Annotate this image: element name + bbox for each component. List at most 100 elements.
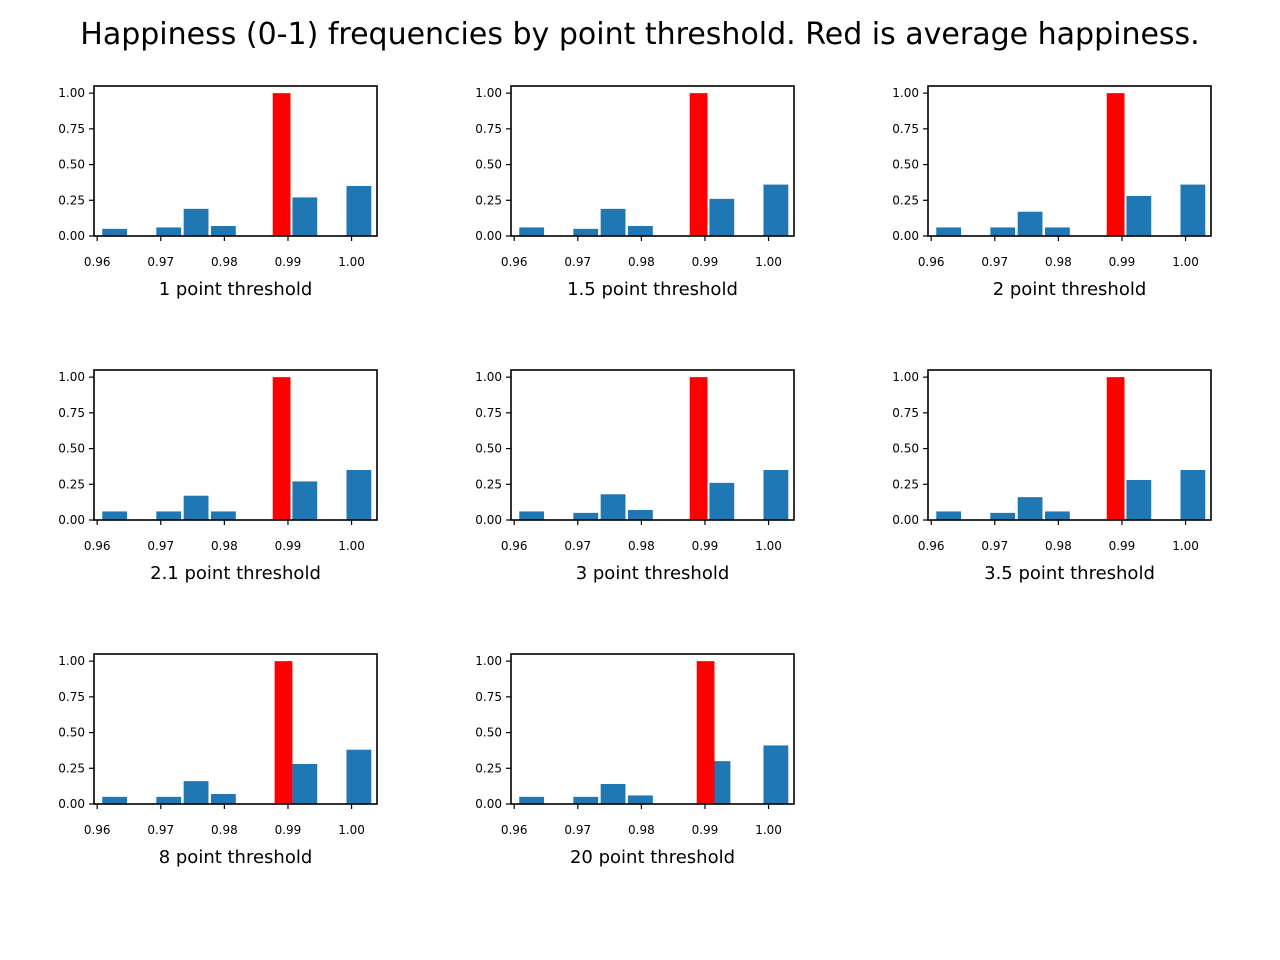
histogram-bar xyxy=(1126,480,1152,520)
x-tick-label: 0.99 xyxy=(692,823,719,837)
histogram-bar xyxy=(990,512,1016,520)
x-axis-label: 1 point threshold xyxy=(159,279,313,300)
histogram-bar xyxy=(763,184,789,236)
subplot-1: 0.00 0.25 0.50 0.75 1.00 0.96 0.97 0.98 0.99 1.00… xyxy=(58,85,378,300)
axes-frame xyxy=(93,653,378,805)
x-axis-label: 20 point threshold xyxy=(570,847,735,868)
x-tick-label: 1.00 xyxy=(755,255,782,269)
histogram-bar xyxy=(628,795,653,804)
histogram-bar xyxy=(156,796,182,804)
y-tick-label: 0.25 xyxy=(475,193,502,207)
y-tick-label: 1.00 xyxy=(58,654,85,668)
x-tick-label: 1.00 xyxy=(1172,539,1199,553)
x-tick-label: 0.96 xyxy=(501,255,528,269)
y-tick-label: 0.00 xyxy=(58,797,85,811)
x-tick-label: 1.00 xyxy=(755,823,782,837)
x-axis-label: 8 point threshold xyxy=(159,847,313,868)
histogram-bar xyxy=(1126,196,1152,236)
subplot-6: 0.00 0.25 0.50 0.75 1.00 0.96 0.97 0.98 0.99 1.00… xyxy=(892,369,1212,584)
y-tick-label: 1.00 xyxy=(892,86,919,100)
x-axis-label: 3.5 point threshold xyxy=(984,563,1155,584)
y-tick-label: 0.50 xyxy=(58,442,85,456)
histogram-bar xyxy=(211,511,236,520)
x-tick-label: 0.97 xyxy=(564,255,591,269)
average-happiness-bar xyxy=(272,93,291,237)
histogram-bar xyxy=(709,482,735,520)
y-tick-label: 0.25 xyxy=(475,477,502,491)
x-tick-label: 1.00 xyxy=(338,539,365,553)
axes-frame xyxy=(93,85,378,237)
y-tick-label: 0.75 xyxy=(58,690,85,704)
x-tick-label: 0.99 xyxy=(692,539,719,553)
subplot-8: 0.00 0.25 0.50 0.75 1.00 0.96 0.97 0.98 0.99 1.00… xyxy=(475,653,795,868)
histogram-bar xyxy=(102,511,128,520)
x-tick-label: 0.99 xyxy=(1109,255,1136,269)
histogram-bar xyxy=(600,208,626,236)
histogram-bar xyxy=(936,227,962,236)
subplot-2: 0.00 0.25 0.50 0.75 1.00 0.96 0.97 0.98 0.99 1.00… xyxy=(475,85,795,300)
y-tick-label: 0.75 xyxy=(58,406,85,420)
x-tick-label: 0.98 xyxy=(211,539,238,553)
histogram-bar xyxy=(183,781,209,804)
histogram-bar xyxy=(156,227,182,236)
histogram-bar xyxy=(714,761,731,804)
y-tick-label: 1.00 xyxy=(475,370,502,384)
histogram-bar xyxy=(763,745,789,804)
y-tick-label: 0.75 xyxy=(475,406,502,420)
y-tick-label: 0.00 xyxy=(58,229,85,243)
subplot-grid: 0.00 0.25 0.50 0.75 1.00 0.96 0.97 0.98 0.99 1.00… xyxy=(58,85,1212,868)
histogram-bar xyxy=(183,208,209,236)
y-tick-label: 0.00 xyxy=(475,797,502,811)
x-tick-label: 0.97 xyxy=(147,539,174,553)
y-tick-label: 0.50 xyxy=(892,158,919,172)
x-tick-label: 0.97 xyxy=(147,823,174,837)
x-tick-label: 0.96 xyxy=(918,255,945,269)
histogram-bar xyxy=(156,511,182,520)
x-tick-label: 0.97 xyxy=(981,539,1008,553)
figure-title: Happiness (0-1) frequencies by point thr… xyxy=(80,17,1199,52)
subplot-5: 0.00 0.25 0.50 0.75 1.00 0.96 0.97 0.98 0.99 1.00… xyxy=(475,369,795,584)
histogram-bar xyxy=(1017,211,1043,236)
histogram-bar xyxy=(1180,470,1206,520)
axes-frame xyxy=(510,369,795,521)
x-tick-label: 0.97 xyxy=(564,539,591,553)
x-tick-label: 0.99 xyxy=(275,255,302,269)
y-tick-label: 0.75 xyxy=(475,690,502,704)
x-axis-label: 3 point threshold xyxy=(576,563,730,584)
x-tick-label: 1.00 xyxy=(755,539,782,553)
y-tick-label: 0.50 xyxy=(892,442,919,456)
subplot-7: 0.00 0.25 0.50 0.75 1.00 0.96 0.97 0.98 0.99 1.00… xyxy=(58,653,378,868)
x-tick-label: 0.96 xyxy=(84,823,111,837)
x-tick-label: 0.96 xyxy=(501,823,528,837)
x-tick-label: 0.96 xyxy=(918,539,945,553)
x-axis-label: 2.1 point threshold xyxy=(150,563,321,584)
histogram-bar xyxy=(990,227,1016,236)
x-axis-label: 2 point threshold xyxy=(993,279,1147,300)
y-tick-label: 0.00 xyxy=(58,513,85,527)
histogram-bar xyxy=(936,511,962,520)
y-tick-label: 0.25 xyxy=(58,761,85,775)
y-tick-label: 0.50 xyxy=(475,158,502,172)
x-tick-label: 0.96 xyxy=(84,539,111,553)
axes-frame xyxy=(510,653,795,805)
histogram-bar xyxy=(600,784,626,804)
histogram-bar xyxy=(1045,511,1070,520)
y-tick-label: 1.00 xyxy=(58,370,85,384)
histogram-bar xyxy=(573,796,599,804)
histogram-bar xyxy=(600,494,626,520)
x-tick-label: 0.98 xyxy=(1045,539,1072,553)
average-happiness-bar xyxy=(274,661,293,804)
histogram-bar xyxy=(628,226,653,236)
y-tick-label: 0.25 xyxy=(475,761,502,775)
y-tick-label: 0.25 xyxy=(892,477,919,491)
y-tick-label: 0.25 xyxy=(892,193,919,207)
y-tick-label: 0.00 xyxy=(892,229,919,243)
histogram-bar xyxy=(628,510,653,520)
y-tick-label: 0.75 xyxy=(58,122,85,136)
x-tick-label: 1.00 xyxy=(338,255,365,269)
average-happiness-bar xyxy=(689,93,708,237)
histogram-bar xyxy=(292,764,318,804)
x-tick-label: 1.00 xyxy=(338,823,365,837)
histogram-bar xyxy=(519,511,545,520)
